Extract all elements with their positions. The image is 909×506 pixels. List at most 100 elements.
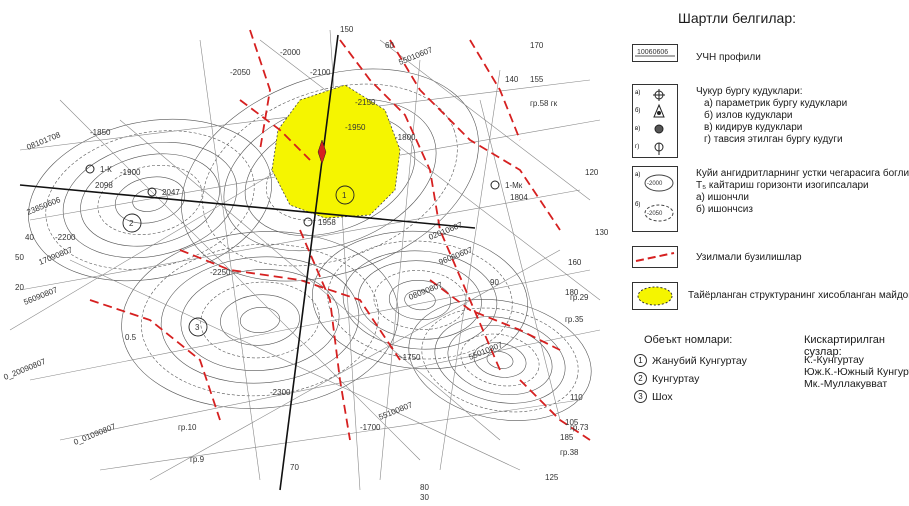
grid-ref-label: гр.73	[570, 423, 589, 432]
grid-ref-label: гр.58 гк	[530, 99, 558, 108]
legend-structure-box	[632, 282, 678, 310]
isolines-line-4: б) ишончсиз	[696, 204, 753, 215]
contour-label: -2250	[210, 268, 231, 277]
isoline-letter-a: а)	[635, 172, 640, 178]
legend-faults-label: Узилмали бузилишлар	[696, 252, 802, 263]
isolines-line-3: а) ишончли	[696, 192, 749, 203]
profile-number-label: 105	[565, 418, 579, 427]
profile-label: 0_01090807	[72, 422, 117, 447]
well-label: 1804	[510, 193, 528, 202]
profile-label: 08101708	[25, 130, 62, 152]
profile-number-label: 30	[420, 493, 429, 502]
well-symbols-icon: а) б) в) г)	[635, 89, 665, 155]
objects-title: Обеъкт номлари:	[644, 334, 733, 346]
object-item-1: 1 Жанубий Кунгуртау	[634, 354, 747, 367]
profile-line	[379, 59, 421, 481]
object-number-circle	[335, 185, 355, 205]
object-number-label: 1	[342, 191, 347, 200]
profile-line	[69, 259, 521, 471]
fault-line	[519, 379, 591, 441]
contour-label: -2300	[270, 388, 291, 397]
well-label: 1-К	[100, 165, 112, 174]
fault-line	[89, 299, 221, 421]
legend-isolines-text: Куйи ангидритларнинг устки чегарасига бо…	[696, 168, 909, 216]
object-item-3: 3 Шох	[634, 390, 673, 403]
fault-line	[429, 279, 561, 351]
contour-line	[388, 280, 452, 320]
contour-line	[408, 299, 592, 421]
object-number-2: 2	[634, 372, 647, 385]
isoline-samples-icon: а) -2000 б) -2050	[635, 172, 674, 222]
well-label: 2098	[95, 181, 113, 190]
contour-line	[220, 294, 300, 346]
isoline-letter-b: б)	[635, 202, 640, 208]
well-label: 2047	[162, 188, 180, 197]
wells-item-b: б) излов кудуклари	[704, 110, 793, 121]
contour-line	[327, 240, 513, 360]
grid-ref-label: гр.35	[565, 315, 584, 324]
contour-label: -1900	[120, 168, 141, 177]
contour-label: -1850	[90, 128, 111, 137]
well-letter-d: г)	[635, 144, 639, 150]
profile-number-label: 40	[25, 233, 34, 242]
legend-title: Шартли белгилар:	[678, 10, 796, 26]
wells-title: Чукур бургу кудуклари:	[696, 86, 803, 97]
contour-label: -2000	[280, 48, 301, 57]
profile-label: 56090807	[22, 285, 59, 307]
contour-line	[421, 307, 579, 413]
isoline-contours	[28, 68, 592, 421]
profile-number-label: 150	[340, 25, 354, 34]
contour-label: -2200	[55, 233, 76, 242]
abbr-item-1: К.-Кунгуртау	[804, 354, 864, 366]
profile-number-label: 80	[420, 483, 429, 492]
profile-label: 55100807	[377, 400, 414, 422]
fault-line	[249, 29, 271, 151]
well-letter-b: б)	[635, 108, 640, 114]
object-number-circle	[188, 317, 208, 337]
profile-number-label: 60	[385, 41, 394, 50]
profile-line	[59, 99, 421, 461]
profile-number-label: 110	[570, 393, 583, 402]
profile-line	[149, 249, 561, 481]
contour-line	[180, 269, 340, 371]
structural-map: -2000 -2050 -2100 -2150 -1950 -1900 -1850 -1800…	[2, 25, 609, 502]
contour-line	[373, 270, 467, 330]
wells-item-a: а) параметрик бургу кудуклари	[704, 98, 848, 109]
legend-wells-text: Чукур бургу кудуклари: а) параметрик бур…	[696, 86, 847, 146]
contour-label: -1700	[360, 423, 381, 432]
main-profile-ew	[19, 184, 476, 229]
profile-line	[19, 189, 581, 291]
well-icon	[490, 180, 500, 190]
object-number-label: 2	[129, 219, 134, 228]
profile-number-label: 140	[505, 75, 519, 84]
contour-line	[460, 333, 540, 387]
contour-line	[132, 188, 168, 212]
abbr-item-3: Мк.-Муллакувват	[804, 378, 888, 390]
well-letter-a: а)	[635, 90, 640, 96]
object-name-2: Кунгуртау	[652, 372, 700, 385]
contour-line	[404, 289, 436, 311]
profile-label: 55010607	[397, 45, 434, 67]
contour-line	[121, 231, 399, 409]
profile-line	[29, 269, 591, 381]
fault-line	[389, 39, 561, 231]
legend-structure-label: Тайёрланган структуранинг хисобланган ма…	[688, 290, 909, 301]
profile-number-label: 50	[15, 253, 24, 262]
contour-label: -1950	[345, 123, 366, 132]
contour-line	[28, 118, 272, 282]
contour-line	[447, 325, 553, 395]
profile-number-label: 155	[530, 75, 544, 84]
fault-line	[299, 229, 351, 441]
contour-line	[342, 250, 498, 350]
contour-line	[62, 141, 238, 259]
profile-number-label: 20	[15, 283, 24, 292]
profile-number-label: 170	[530, 41, 544, 50]
well-markers	[85, 139, 500, 227]
profile-label: 17090807	[37, 245, 74, 267]
profile-number-label: 125	[545, 473, 559, 482]
object-number-1: 1	[634, 354, 647, 367]
contour-line	[434, 316, 566, 404]
profile-line	[199, 39, 261, 481]
wells-item-d: г) тавсия этилган бургу кудуги	[704, 134, 843, 145]
legend-profile-box: 10060606	[632, 44, 678, 62]
